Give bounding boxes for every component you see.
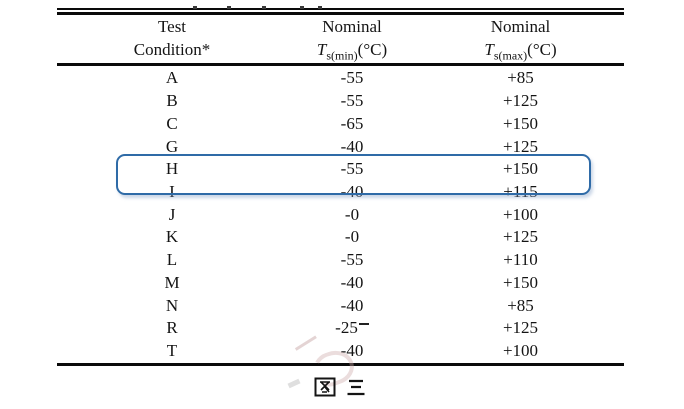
- header-col-test-condition: Test Condition*: [57, 15, 287, 67]
- cell-ts-min: -25: [287, 318, 417, 338]
- cell-condition: H: [165, 159, 179, 179]
- scan-artifact-nub: [193, 6, 197, 9]
- cell-condition: N: [165, 295, 179, 315]
- ts-min-value: -25: [335, 318, 358, 338]
- cell-ts-max: +85: [507, 68, 534, 88]
- table-row: N -40 +85: [57, 294, 624, 317]
- cell-ts-max: +100: [502, 204, 539, 224]
- header-separator-rule: [57, 63, 624, 66]
- caption-glyph-san-icon: [347, 379, 365, 396]
- header-ts-min-formula: Ts(min)(°C): [316, 40, 388, 63]
- figure-caption-text: 图 三: [340, 387, 341, 388]
- cell-ts-min: -55: [287, 91, 417, 111]
- cell-condition: J: [168, 204, 176, 224]
- cell-condition: M: [164, 272, 180, 292]
- cell-condition: A: [165, 68, 179, 88]
- table-row: J -0 +100: [57, 203, 624, 226]
- ts-min-value: -0: [344, 227, 360, 247]
- cell-ts-min: -40: [287, 182, 417, 202]
- table-row: M -40 +150: [57, 271, 624, 294]
- cell-ts-max: +150: [502, 113, 539, 133]
- header-col-ts-min: Nominal Ts(min)(°C): [287, 15, 417, 67]
- caption-glyph-tu-icon: [314, 377, 336, 397]
- header-nominal-max: Nominal: [490, 17, 551, 36]
- cell-ts-min: -55: [287, 250, 417, 270]
- cell-ts-max: +100: [502, 340, 539, 360]
- table-top-rule-thick: [57, 12, 624, 15]
- table-row: H -55 +150: [57, 158, 624, 181]
- table-row: B -55 +125: [57, 90, 624, 113]
- table-row: G -40 +125: [57, 135, 624, 158]
- table-row: L -55 +110: [57, 249, 624, 272]
- row-highlight-annotation[interactable]: [116, 154, 591, 195]
- cell-condition: L: [166, 250, 178, 270]
- scan-artifact-nub: [262, 6, 266, 9]
- cell-ts-min: -55: [287, 68, 417, 88]
- cell-ts-min: -40: [287, 273, 417, 293]
- cell-ts-min: -40: [287, 296, 417, 316]
- table-bottom-rule: [57, 363, 624, 366]
- scan-artifact-nub: [227, 6, 231, 9]
- cell-condition: B: [166, 91, 178, 111]
- table-row: R -25 +125: [57, 317, 624, 340]
- cell-condition: C: [166, 113, 178, 133]
- scan-artifact-nub: [300, 6, 304, 9]
- cell-ts-max: +125: [502, 318, 539, 338]
- cell-ts-min: -40: [287, 341, 417, 361]
- ts-min-value: -40: [340, 295, 364, 315]
- cell-ts-max: +150: [502, 272, 539, 292]
- figure-caption: 图 三: [57, 372, 624, 402]
- scan-artifact-nub: [318, 6, 322, 9]
- header-nominal-min: Nominal: [322, 17, 382, 36]
- header-test-line1: Test: [157, 17, 187, 36]
- table-row: K -0 +125: [57, 226, 624, 249]
- header-col-ts-max: Nominal Ts(max)(°C): [417, 15, 624, 67]
- cell-ts-max: +125: [502, 91, 539, 111]
- cell-ts-max: +125: [502, 136, 539, 156]
- ts-min-value: -65: [340, 113, 364, 133]
- ts-min-value: -55: [340, 68, 364, 88]
- cell-condition: R: [166, 318, 178, 338]
- header-test-line2: Condition*: [133, 40, 211, 59]
- table-top-rule-thin: [57, 8, 624, 10]
- table-row: I -40 +115: [57, 181, 624, 204]
- table-header: Test Condition* Nominal Ts(min)(°C) Nomi…: [57, 15, 624, 67]
- cell-ts-max: +115: [503, 181, 538, 201]
- cell-ts-min: -0: [287, 205, 417, 225]
- table-row: T -40 +100: [57, 340, 624, 363]
- cell-ts-min: -0: [287, 227, 417, 247]
- ts-min-value: -55: [340, 91, 364, 111]
- cell-condition: T: [166, 340, 178, 360]
- ts-min-value: -40: [340, 272, 364, 292]
- cell-ts-min: -55: [287, 159, 417, 179]
- cell-condition: K: [165, 227, 179, 247]
- ts-min-value: -55: [340, 159, 364, 179]
- table-body: A -55 +85 B -55 +125 C -65 +150 G -40 +125 H -55 +150 I…: [57, 67, 624, 362]
- ts-min-value: -40: [340, 181, 364, 201]
- cell-ts-min: -40: [287, 137, 417, 157]
- cell-ts-max: +85: [507, 295, 534, 315]
- header-ts-max-formula: Ts(max)(°C): [484, 40, 557, 63]
- cell-condition: I: [169, 181, 175, 201]
- ts-min-value: -40: [340, 340, 364, 360]
- cell-ts-max: +150: [502, 159, 539, 179]
- cell-condition: G: [165, 136, 179, 156]
- cell-ts-max: +125: [502, 227, 539, 247]
- table-row: A -55 +85: [57, 67, 624, 90]
- ts-min-value: -55: [340, 250, 364, 270]
- scan-artifact-dash: [358, 323, 369, 326]
- table-row: C -65 +150: [57, 112, 624, 135]
- ts-min-value: -40: [340, 136, 364, 156]
- cell-ts-max: +110: [503, 250, 538, 270]
- cell-ts-min: -65: [287, 114, 417, 134]
- ts-min-value: -0: [344, 204, 360, 224]
